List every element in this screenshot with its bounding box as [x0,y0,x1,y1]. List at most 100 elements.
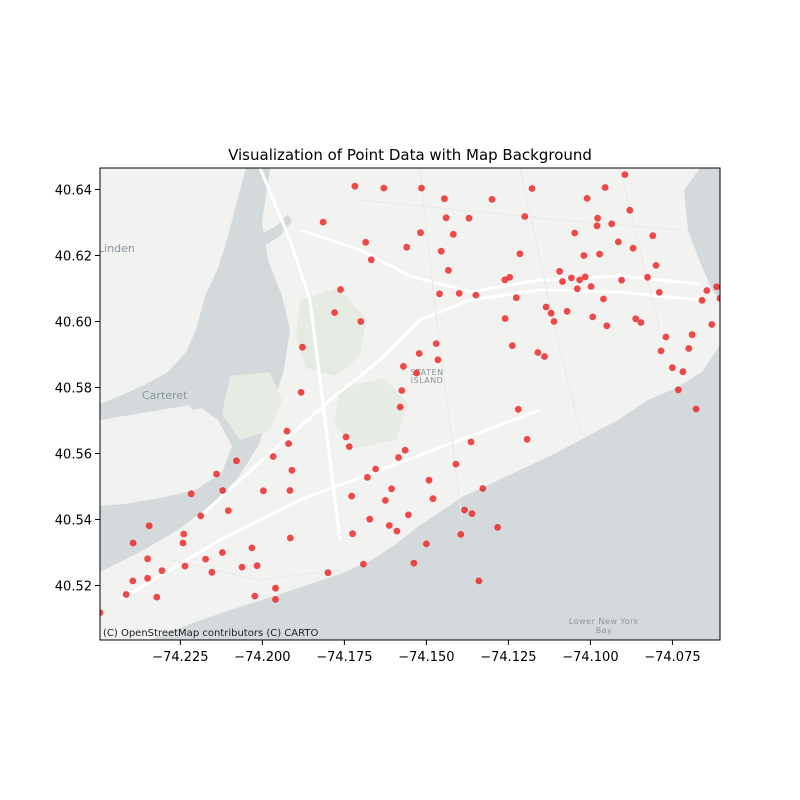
data-point-91 [494,524,501,531]
map-label-carteret: Carteret [142,389,188,402]
data-point-105 [547,309,555,317]
data-point-141 [679,368,687,376]
data-point-42 [348,492,355,500]
data-point-147 [708,321,716,328]
data-point-81 [455,290,463,297]
data-point-7 [129,539,137,547]
y-tick-label: 40.52 [55,580,92,595]
data-point-83 [461,506,468,514]
data-point-49 [366,515,374,523]
x-tick-label: −74.150 [398,650,454,665]
data-point-123 [601,184,609,191]
data-point-95 [508,342,516,349]
data-point-63 [405,511,412,519]
data-point-88 [475,577,483,585]
data-point-59 [398,387,406,394]
y-tick-label: 40.62 [55,249,92,264]
data-point-9 [179,539,187,547]
data-point-70 [425,476,433,484]
data-point-103 [541,353,548,360]
data-point-107 [556,267,563,275]
map-background: Linden Carteret STATEN ISLAND Lower New … [98,168,720,640]
data-point-113 [576,276,583,284]
data-point-16 [213,470,220,478]
data-point-97 [514,405,522,413]
map-label-bay-1: Lower New York [569,617,639,626]
data-point-115 [581,273,589,281]
y-tick-label: 40.56 [55,448,92,463]
data-point-75 [437,247,445,255]
data-point-6 [144,555,152,563]
data-point-73 [434,356,442,364]
x-tick-label: −74.200 [234,650,290,665]
data-point-14 [202,555,210,563]
data-point-80 [452,460,460,468]
data-point-26 [269,453,277,460]
data-point-109 [563,307,571,315]
data-point-146 [703,287,711,294]
map-label-island: ISLAND [411,376,444,385]
x-axis: −74.225 −74.200 −74.175 −74.150 −74.125 −74.1… [152,640,701,665]
data-point-29 [283,427,291,435]
x-tick-label: −74.175 [316,650,372,665]
data-point-102 [534,349,542,356]
data-point-127 [618,276,625,284]
data-point-145 [698,297,706,304]
data-point-44 [351,182,359,190]
data-point-94 [506,273,514,281]
data-point-22 [248,544,256,552]
data-point-142 [685,345,693,352]
data-point-1 [122,591,130,598]
data-point-112 [573,285,581,293]
data-point-130 [629,244,637,252]
data-point-74 [436,290,443,298]
data-point-32 [288,466,296,474]
data-point-124 [603,322,611,330]
data-point-13 [197,512,205,520]
data-point-89 [479,485,487,492]
data-point-139 [669,364,676,372]
data-point-41 [345,443,353,450]
data-point-125 [608,220,616,228]
data-point-43 [349,530,356,538]
data-point-133 [644,273,651,281]
data-point-40 [342,433,350,441]
points-layer [100,171,720,616]
data-point-96 [512,294,520,302]
data-point-126 [614,238,622,246]
data-point-71 [429,495,437,503]
data-point-37 [324,569,332,577]
data-point-122 [600,295,607,303]
map-label-bay-2: Bay [596,626,613,635]
data-point-137 [657,347,665,355]
y-axis: 40.52 40.54 40.56 40.58 40.60 40.62 40.64 [55,183,100,595]
data-point-48 [364,473,371,481]
data-point-66 [415,350,423,357]
data-point-21 [238,563,246,571]
data-point-0 [100,609,104,616]
data-point-39 [337,286,344,293]
data-point-23 [251,592,259,600]
data-point-129 [626,206,634,214]
map-label-staten: STATEN [410,368,443,377]
data-point-36 [319,218,327,226]
data-point-128 [621,171,629,179]
data-point-114 [580,252,588,259]
data-point-18 [219,487,227,494]
data-point-54 [385,522,393,529]
data-point-110 [568,274,575,282]
data-point-100 [523,435,531,443]
data-point-50 [367,256,375,264]
data-point-144 [692,405,700,413]
data-point-140 [674,386,682,394]
data-point-118 [589,313,597,321]
data-point-99 [521,213,529,220]
data-point-116 [583,195,591,202]
data-point-3 [144,574,152,582]
y-tick-label: 40.54 [55,514,92,529]
data-point-90 [488,196,496,203]
y-tick-label: 40.64 [55,183,92,198]
data-point-134 [649,232,657,240]
map-label-linden: Linden [98,242,135,255]
